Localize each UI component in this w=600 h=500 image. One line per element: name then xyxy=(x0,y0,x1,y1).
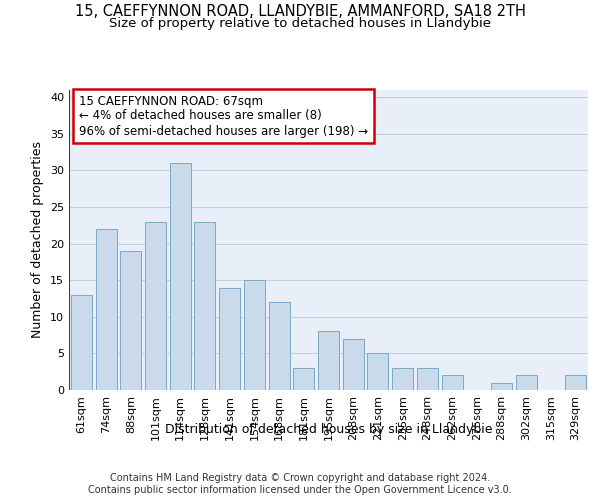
Bar xyxy=(145,222,166,390)
Bar xyxy=(170,163,191,390)
Bar xyxy=(269,302,290,390)
Bar xyxy=(293,368,314,390)
Bar xyxy=(417,368,438,390)
Bar xyxy=(343,339,364,390)
Text: Distribution of detached houses by size in Llandybie: Distribution of detached houses by size … xyxy=(165,422,493,436)
Bar xyxy=(194,222,215,390)
Bar xyxy=(516,376,537,390)
Bar xyxy=(219,288,240,390)
Bar xyxy=(392,368,413,390)
Text: 15 CAEFFYNNON ROAD: 67sqm
← 4% of detached houses are smaller (8)
96% of semi-de: 15 CAEFFYNNON ROAD: 67sqm ← 4% of detach… xyxy=(79,94,368,138)
Text: Size of property relative to detached houses in Llandybie: Size of property relative to detached ho… xyxy=(109,17,491,30)
Bar xyxy=(565,376,586,390)
Bar xyxy=(120,251,141,390)
Bar xyxy=(367,354,388,390)
Text: Contains HM Land Registry data © Crown copyright and database right 2024.
Contai: Contains HM Land Registry data © Crown c… xyxy=(88,474,512,495)
Y-axis label: Number of detached properties: Number of detached properties xyxy=(31,142,44,338)
Bar xyxy=(95,229,116,390)
Text: 15, CAEFFYNNON ROAD, LLANDYBIE, AMMANFORD, SA18 2TH: 15, CAEFFYNNON ROAD, LLANDYBIE, AMMANFOR… xyxy=(74,4,526,19)
Bar xyxy=(318,332,339,390)
Bar xyxy=(244,280,265,390)
Bar xyxy=(71,295,92,390)
Bar xyxy=(491,382,512,390)
Bar xyxy=(442,376,463,390)
